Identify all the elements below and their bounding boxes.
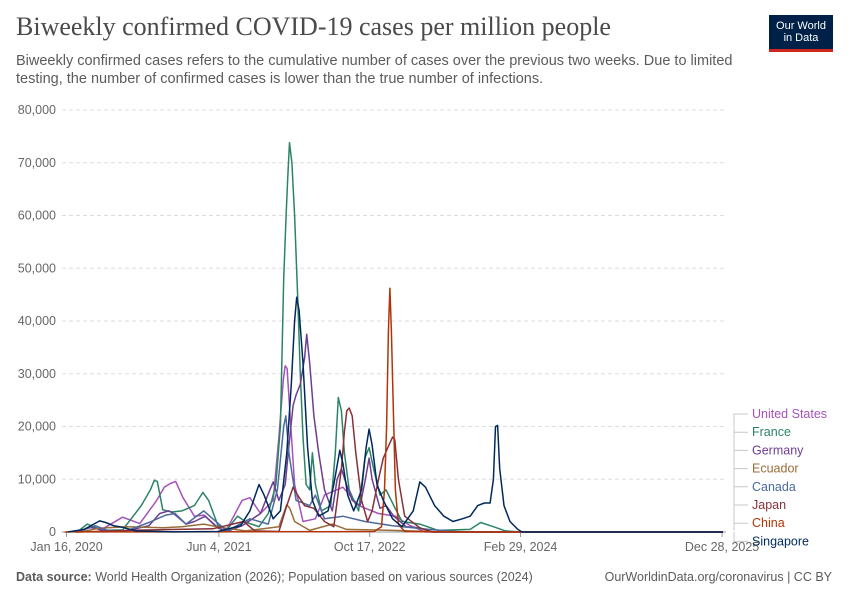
data-source-text: World Health Organization (2026); Popula… (91, 570, 533, 584)
y-tick-label: 60,000 (18, 209, 56, 223)
series-line-united-states (75, 365, 723, 533)
legend-connector-canada (733, 486, 748, 528)
legend-connector-singapore (733, 532, 748, 542)
x-tick-label: Oct 17, 2022 (334, 540, 406, 554)
source-link[interactable]: OurWorldinData.org/coronavirus | CC BY (604, 570, 832, 584)
legend-label-germany: Germany (752, 443, 804, 457)
data-source: Data source: World Health Organization (… (16, 570, 533, 584)
series-line-china (64, 287, 723, 533)
data-source-label: Data source: (16, 570, 92, 584)
series-lines (64, 141, 723, 533)
series-line-singapore (67, 296, 723, 533)
y-tick-label: 40,000 (18, 314, 56, 328)
logo-line-2: in Data (783, 32, 819, 44)
series-line-canada (76, 415, 723, 533)
logo-line-1: Our World (776, 20, 826, 32)
x-tick-label: Jan 16, 2020 (30, 540, 102, 554)
x-tick-label: Dec 28, 2025 (685, 540, 759, 554)
y-axis: 0 10,000 20,000 30,000 40,000 50,000 60,000 70,… (18, 103, 56, 539)
owid-logo[interactable]: Our World in Data (769, 15, 833, 52)
y-tick-label: 50,000 (18, 261, 56, 275)
y-tick-label: 30,000 (18, 367, 56, 381)
legend-label-china: China (752, 516, 785, 530)
legend-label-japan: Japan (752, 498, 786, 512)
legend-label-ecuador: Ecuador (752, 462, 799, 476)
y-tick-label: 20,000 (18, 420, 56, 434)
chart-title: Biweekly confirmed COVID-19 cases per mi… (16, 12, 611, 41)
legend-label-singapore: Singapore (752, 534, 809, 548)
x-axis: Jan 16, 2020 Jun 4, 2021 Oct 17, 2022 Feb 2… (30, 531, 759, 554)
y-tick-label: 70,000 (18, 156, 56, 170)
x-tick-label: Feb 29, 2024 (484, 540, 558, 554)
legend-connector-china (733, 522, 748, 531)
x-tick-label: Jun 4, 2021 (186, 540, 251, 554)
legend-connector-france (733, 431, 748, 523)
chart-subtitle: Biweekly confirmed cases refers to the c… (16, 53, 733, 87)
series-line-france (76, 141, 723, 533)
legend-label-united-states: United States (752, 407, 827, 421)
y-tick-label: 80,000 (18, 103, 56, 117)
y-tick-label: 0 (49, 525, 56, 539)
y-tick-label: 10,000 (18, 472, 56, 486)
series-line-germany (78, 333, 723, 533)
legend-label-france: France (752, 425, 791, 439)
legend-connector-japan (733, 504, 748, 529)
legend-label-canada: Canada (752, 480, 796, 494)
legend-connector-ecuador (733, 468, 748, 526)
legend: United States France Germany Ecuador Canada J… (733, 407, 827, 548)
